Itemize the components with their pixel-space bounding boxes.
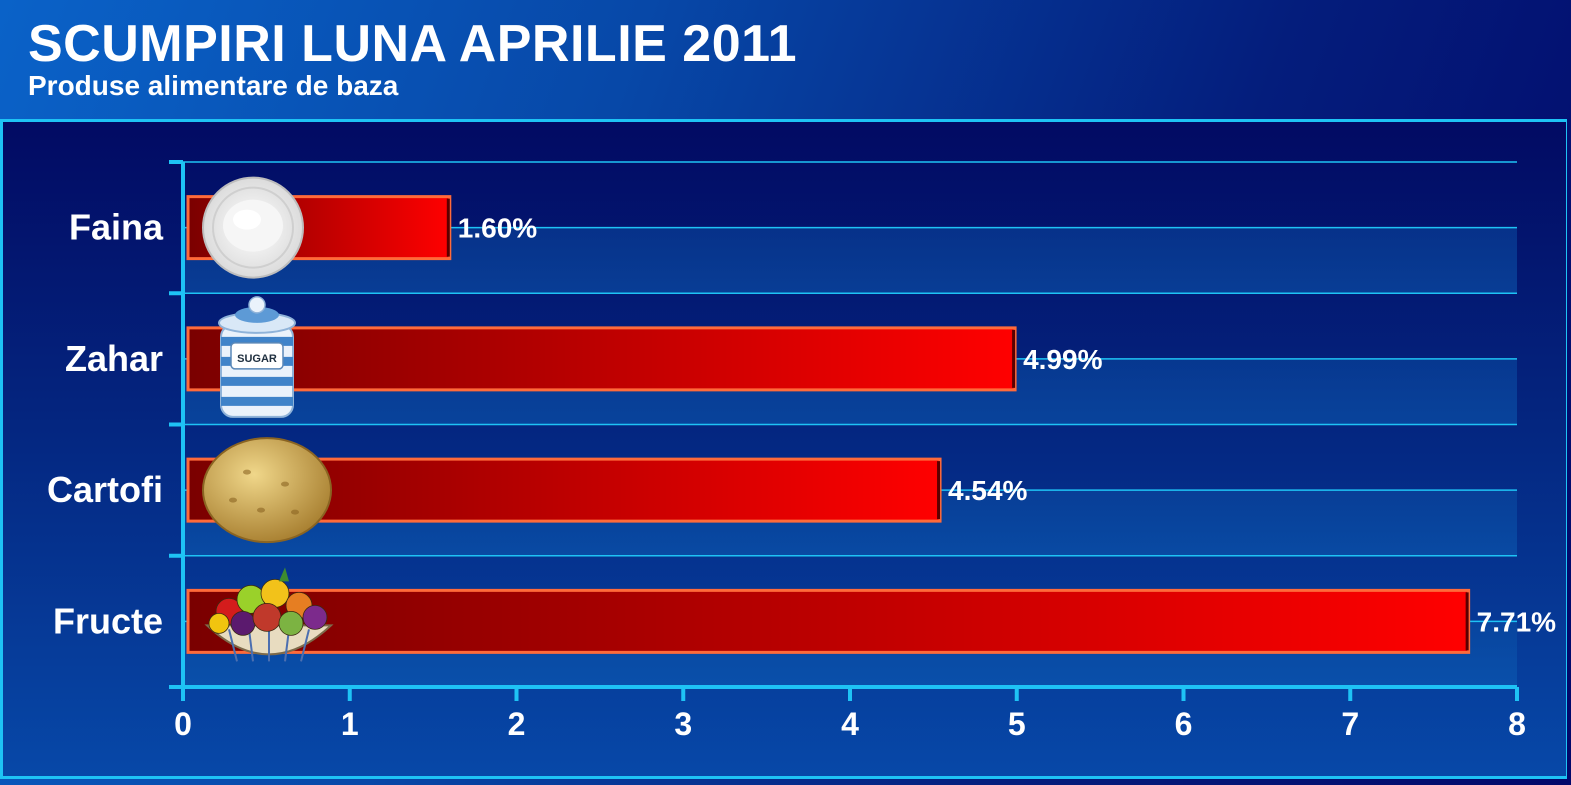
x-tick-label: 4	[841, 706, 859, 742]
category-label: Cartofi	[47, 469, 163, 510]
bar-edge	[937, 461, 941, 520]
sugar-jar-icon: SUGAR	[218, 296, 296, 418]
x-tick-label: 7	[1341, 706, 1359, 742]
x-tick-label: 6	[1175, 706, 1193, 742]
value-label: 4.54%	[948, 475, 1027, 506]
category-label: Fructe	[53, 600, 163, 641]
x-tick-label: 3	[674, 706, 692, 742]
x-tick-label: 1	[341, 706, 359, 742]
bar-edge	[1012, 329, 1016, 388]
x-tick-label: 5	[1008, 706, 1026, 742]
value-label: 4.99%	[1023, 344, 1102, 375]
chart-panel: 0 1 2 3 4 5 6 7 8 Faina 1.60% Zahar 4.99% SUGAR Cartof…	[0, 119, 1567, 779]
fruit-basket-icon	[204, 567, 334, 662]
category-label: Faina	[69, 207, 164, 248]
bar-chart: 0 1 2 3 4 5 6 7 8 Faina 1.60% Zahar 4.99% SUGAR Cartof…	[47, 160, 1556, 742]
bar-edge	[1465, 592, 1469, 651]
x-tick-label: 0	[174, 706, 192, 742]
svg-text:SUGAR: SUGAR	[237, 353, 277, 365]
x-tick-label: 8	[1508, 706, 1526, 742]
bar-fructe	[186, 588, 1471, 654]
x-tick-label: 2	[508, 706, 526, 742]
potato-icon	[202, 437, 332, 544]
value-label: 7.71%	[1477, 606, 1556, 637]
chart-subtitle: Produse alimentare de baza	[28, 70, 399, 101]
bar-edge	[446, 198, 450, 257]
flour-plate-icon	[202, 176, 304, 279]
bar-zahar	[186, 326, 1017, 392]
value-label: 1.60%	[458, 213, 537, 244]
category-label: Zahar	[65, 338, 163, 379]
header: SCUMPIRI LUNA APRILIE 2011 Produse alime…	[0, 0, 1571, 120]
chart-title: SCUMPIRI LUNA APRILIE 2011	[28, 15, 798, 73]
